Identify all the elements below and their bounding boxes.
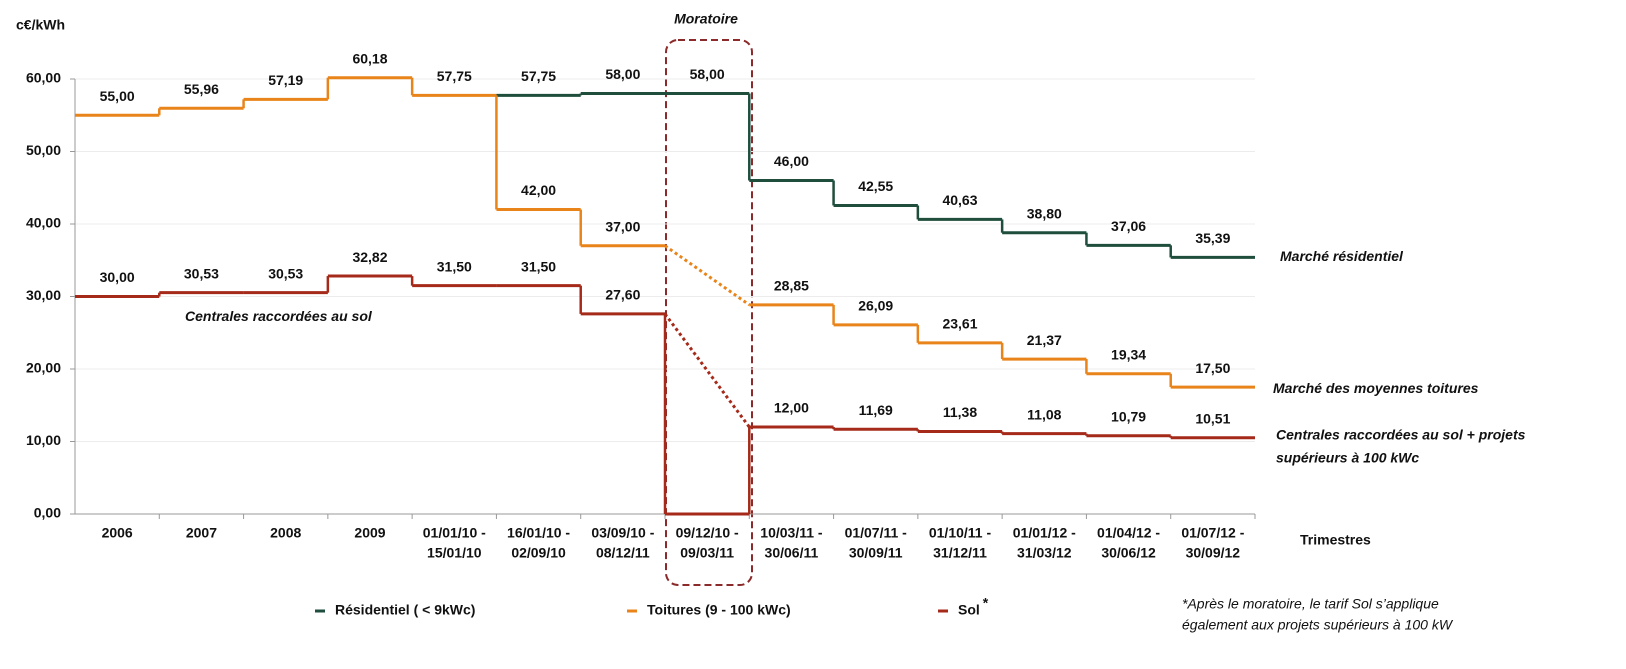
x-tick-label: 30/09/12 — [1186, 545, 1241, 561]
annotation: Marché des moyennes toitures — [1273, 380, 1479, 396]
value-label: 31,50 — [521, 258, 556, 274]
value-label: 11,38 — [943, 404, 977, 420]
x-tick-label: 30/06/11 — [765, 545, 819, 561]
x-tick-label: 15/01/10 — [427, 545, 482, 561]
x-tick-label: 08/12/11 — [596, 545, 650, 561]
moratoire-label: Moratoire — [674, 11, 738, 27]
value-label: 31,50 — [437, 258, 472, 274]
value-label: 57,19 — [268, 72, 303, 88]
x-tick-label: 03/09/10 - — [591, 525, 654, 541]
value-label: 42,55 — [858, 178, 893, 194]
x-tick-label: 02/09/10 — [511, 545, 566, 561]
x-tick-label: 2007 — [186, 525, 217, 541]
x-tick-label: 01/01/12 - — [1013, 525, 1076, 541]
value-label: 38,80 — [1027, 205, 1062, 221]
annotation: Centrales raccordées au sol — [185, 308, 373, 324]
x-tick-label: 01/07/11 - — [845, 525, 908, 541]
y-tick-label: 30,00 — [26, 287, 61, 303]
value-label: 21,37 — [1027, 332, 1062, 348]
x-tick-label: 2006 — [102, 525, 133, 541]
value-label: 58,00 — [605, 66, 640, 82]
footnote: également aux projets supérieurs à 100 k… — [1182, 617, 1454, 633]
value-label: 19,34 — [1111, 346, 1146, 362]
x-tick-label: 2008 — [270, 525, 301, 541]
value-label: 55,96 — [184, 81, 219, 97]
moratoire-box — [665, 39, 753, 586]
x-tick-label: 30/06/12 — [1101, 545, 1156, 561]
value-label: 11,08 — [1027, 406, 1061, 422]
legend-label: Toitures (9 - 100 kWc) — [647, 602, 791, 618]
value-label: 35,39 — [1195, 230, 1230, 246]
value-label: 60,18 — [352, 50, 387, 66]
value-label: 11,69 — [859, 402, 893, 418]
x-tick-label: 31/12/11 — [933, 545, 987, 561]
dotted-bridge — [664, 244, 751, 307]
y-axis-label: c€/kWh — [16, 17, 65, 33]
y-tick-label: 20,00 — [26, 360, 61, 376]
footnote: *Après le moratoire, le tarif Sol s’appl… — [1182, 596, 1439, 612]
y-tick-label: 60,00 — [26, 70, 61, 86]
value-label: 10,79 — [1111, 408, 1146, 424]
y-tick-label: 0,00 — [34, 505, 61, 521]
x-tick-label: 31/03/12 — [1017, 545, 1072, 561]
value-label: 57,75 — [521, 68, 556, 84]
value-label: 17,50 — [1195, 360, 1230, 376]
value-label: 30,53 — [268, 265, 303, 281]
x-tick-label: 10/03/11 - — [760, 525, 823, 541]
annotation: Centrales raccordées au sol + projets — [1276, 427, 1526, 443]
value-label: 23,61 — [942, 316, 977, 332]
y-tick-label: 50,00 — [26, 142, 61, 158]
value-label: 46,00 — [774, 153, 809, 169]
value-label: 27,60 — [605, 287, 640, 303]
x-tick-label: 30/09/11 — [849, 545, 903, 561]
dotted-bridge — [663, 313, 751, 428]
x-tick-label: 2009 — [354, 525, 385, 541]
annotation: supérieurs à 100 kWc — [1276, 450, 1419, 466]
x-tick-label: 09/03/11 — [680, 545, 734, 561]
value-label: 57,75 — [437, 68, 472, 84]
y-tick-label: 10,00 — [26, 432, 61, 448]
x-tick-label: 01/07/12 - — [1181, 525, 1244, 541]
value-label: 42,00 — [521, 182, 556, 198]
x-axis-label: Trimestres — [1300, 532, 1371, 548]
x-tick-label: 09/12/10 - — [676, 525, 739, 541]
legend-note: * — [983, 595, 989, 611]
x-tick-label: 16/01/10 - — [507, 525, 570, 541]
value-label: 32,82 — [352, 249, 387, 265]
x-tick-label: 01/01/10 - — [423, 525, 486, 541]
value-label: 30,00 — [100, 269, 135, 285]
legend-label: Sol — [958, 602, 980, 618]
value-label: 12,00 — [774, 400, 809, 416]
value-label: 58,00 — [690, 66, 725, 82]
value-label: 37,00 — [605, 218, 640, 234]
annotation: Marché résidentiel — [1280, 248, 1404, 264]
value-label: 10,51 — [1195, 411, 1230, 427]
y-tick-label: 40,00 — [26, 215, 61, 231]
x-tick-label: 01/10/11 - — [929, 525, 992, 541]
legend-label: Résidentiel ( < 9kWc) — [335, 602, 475, 618]
value-label: 26,09 — [858, 298, 893, 314]
value-label: 55,00 — [100, 88, 135, 104]
value-label: 28,85 — [774, 278, 809, 294]
value-label: 40,63 — [942, 192, 977, 208]
x-tick-label: 01/04/12 - — [1097, 525, 1160, 541]
value-label: 37,06 — [1111, 218, 1146, 234]
value-label: 30,53 — [184, 265, 219, 281]
